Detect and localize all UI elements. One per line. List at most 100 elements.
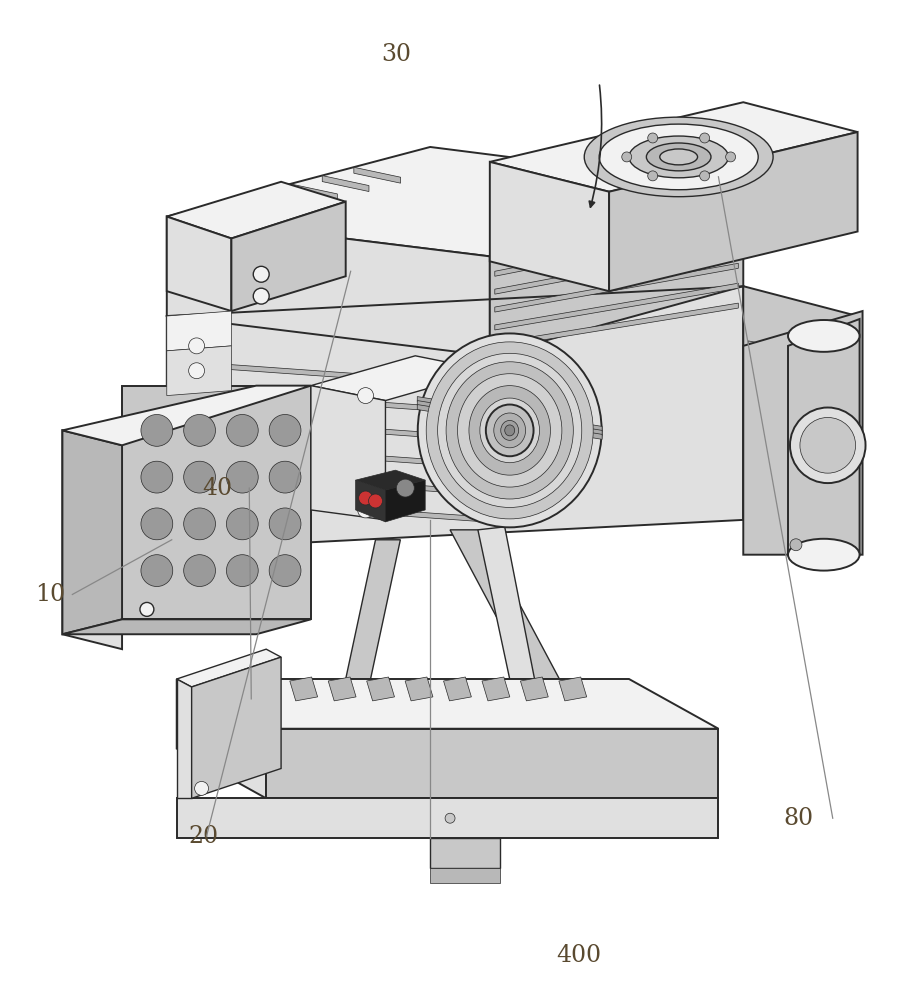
Polygon shape: [489, 162, 608, 291]
Circle shape: [226, 461, 258, 493]
Polygon shape: [449, 530, 559, 679]
Polygon shape: [322, 176, 369, 192]
Circle shape: [357, 502, 373, 518]
Circle shape: [647, 171, 657, 181]
Circle shape: [253, 288, 269, 304]
Polygon shape: [482, 677, 509, 701]
Circle shape: [699, 171, 709, 181]
Polygon shape: [176, 468, 484, 495]
Polygon shape: [443, 677, 471, 701]
Ellipse shape: [494, 413, 525, 448]
Polygon shape: [747, 416, 852, 443]
Ellipse shape: [469, 386, 550, 475]
Circle shape: [269, 508, 301, 540]
Circle shape: [789, 539, 801, 551]
Ellipse shape: [480, 398, 539, 463]
Polygon shape: [176, 679, 718, 729]
Polygon shape: [166, 217, 232, 311]
Polygon shape: [430, 838, 499, 868]
Polygon shape: [227, 201, 274, 217]
Circle shape: [195, 781, 209, 795]
Polygon shape: [520, 677, 548, 701]
Ellipse shape: [788, 539, 858, 571]
Polygon shape: [191, 657, 281, 798]
Polygon shape: [122, 386, 311, 619]
Ellipse shape: [485, 405, 533, 456]
Polygon shape: [232, 202, 346, 311]
Polygon shape: [176, 441, 484, 468]
Polygon shape: [417, 401, 601, 435]
Polygon shape: [166, 182, 346, 238]
Ellipse shape: [446, 362, 573, 499]
Polygon shape: [62, 430, 122, 649]
Polygon shape: [558, 677, 586, 701]
Ellipse shape: [659, 149, 697, 165]
Ellipse shape: [437, 353, 581, 507]
Circle shape: [369, 494, 382, 508]
Ellipse shape: [629, 136, 728, 178]
Circle shape: [184, 555, 215, 587]
Polygon shape: [290, 184, 337, 200]
Circle shape: [141, 555, 173, 587]
Text: 10: 10: [35, 583, 65, 606]
Polygon shape: [62, 386, 311, 445]
Circle shape: [269, 461, 301, 493]
Polygon shape: [385, 480, 425, 522]
Circle shape: [799, 417, 855, 473]
Ellipse shape: [505, 425, 514, 436]
Polygon shape: [176, 361, 484, 388]
Polygon shape: [176, 798, 718, 838]
Ellipse shape: [417, 333, 601, 527]
Circle shape: [647, 133, 657, 143]
Text: 20: 20: [188, 825, 219, 848]
Polygon shape: [328, 677, 356, 701]
Polygon shape: [166, 311, 232, 351]
Polygon shape: [417, 397, 601, 431]
Ellipse shape: [425, 342, 593, 519]
Circle shape: [141, 461, 173, 493]
Circle shape: [725, 152, 735, 162]
Circle shape: [699, 133, 709, 143]
Polygon shape: [212, 677, 241, 701]
Text: 400: 400: [556, 944, 601, 967]
Circle shape: [184, 508, 215, 540]
Circle shape: [357, 388, 373, 404]
Circle shape: [188, 363, 204, 379]
Polygon shape: [346, 540, 400, 679]
Polygon shape: [166, 217, 489, 356]
Circle shape: [141, 508, 173, 540]
Circle shape: [396, 479, 414, 497]
Circle shape: [253, 266, 269, 282]
Polygon shape: [747, 379, 852, 406]
Ellipse shape: [646, 143, 710, 171]
Polygon shape: [494, 303, 738, 348]
Circle shape: [188, 338, 204, 354]
Polygon shape: [176, 649, 281, 687]
Circle shape: [789, 408, 865, 483]
Polygon shape: [62, 430, 122, 634]
Polygon shape: [489, 187, 743, 356]
Circle shape: [140, 602, 153, 616]
Polygon shape: [266, 729, 718, 798]
Polygon shape: [417, 405, 601, 439]
Polygon shape: [251, 677, 278, 701]
Circle shape: [226, 508, 258, 540]
Polygon shape: [494, 283, 738, 330]
Text: 40: 40: [202, 477, 233, 500]
Polygon shape: [176, 414, 484, 441]
Polygon shape: [494, 224, 738, 276]
Circle shape: [226, 414, 258, 446]
Polygon shape: [494, 263, 738, 312]
Circle shape: [184, 414, 215, 446]
Circle shape: [269, 414, 301, 446]
Polygon shape: [259, 192, 305, 208]
Ellipse shape: [788, 320, 858, 352]
Polygon shape: [176, 679, 191, 798]
Polygon shape: [477, 527, 534, 679]
Polygon shape: [367, 677, 394, 701]
Circle shape: [445, 813, 455, 823]
Ellipse shape: [500, 420, 518, 440]
Circle shape: [621, 152, 631, 162]
Polygon shape: [166, 346, 232, 396]
Polygon shape: [747, 454, 852, 481]
